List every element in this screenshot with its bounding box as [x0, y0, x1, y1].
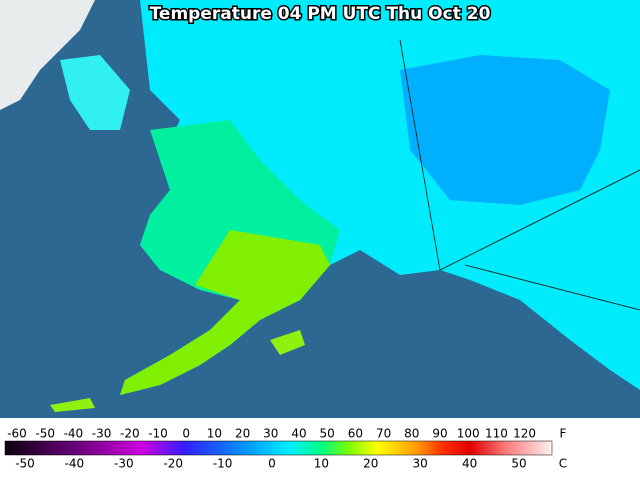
fahrenheit-tick: 30 [263, 427, 278, 441]
color-bar [4, 440, 553, 456]
fahrenheit-tick: -20 [120, 427, 140, 441]
unit-c: C [559, 457, 567, 471]
fahrenheit-tick: 90 [432, 427, 447, 441]
celsius-tick: -40 [65, 457, 85, 471]
fahrenheit-tick: 20 [235, 427, 250, 441]
russia [0, 0, 95, 110]
fahrenheit-tick: 10 [207, 427, 222, 441]
celsius-tick: -50 [15, 457, 35, 471]
fahrenheit-tick: 110 [485, 427, 508, 441]
border-lines [399, 39, 640, 311]
fahrenheit-tick: -60 [7, 427, 27, 441]
fahrenheit-tick: 70 [376, 427, 391, 441]
fahrenheit-tick: 50 [320, 427, 335, 441]
celsius-tick: 20 [363, 457, 378, 471]
fahrenheit-tick: 120 [513, 427, 536, 441]
celsius-tick: 30 [413, 457, 428, 471]
chukotka [60, 55, 130, 130]
celsius-tick: -30 [114, 457, 134, 471]
fahrenheit-tick: -10 [148, 427, 168, 441]
map-title: Temperature 04 PM UTC Thu Oct 20 [150, 4, 491, 24]
celsius-tick: 10 [314, 457, 329, 471]
unit-f: F [560, 427, 567, 441]
celsius-tick: -10 [213, 457, 233, 471]
fahrenheit-tick: -30 [92, 427, 112, 441]
fahrenheit-tick: 40 [291, 427, 306, 441]
celsius-tick: 50 [511, 457, 526, 471]
region-blue [400, 55, 610, 205]
region-yellow-green [120, 230, 330, 395]
fahrenheit-tick: 80 [404, 427, 419, 441]
celsius-tick: 0 [268, 457, 276, 471]
fahrenheit-tick: -40 [64, 427, 84, 441]
celsius-tick: 40 [462, 457, 477, 471]
fahrenheit-tick: 60 [348, 427, 363, 441]
fahrenheit-tick: 100 [457, 427, 480, 441]
fahrenheit-tick: 0 [182, 427, 190, 441]
celsius-tick: -20 [163, 457, 183, 471]
islands [50, 330, 305, 412]
fahrenheit-tick: -50 [35, 427, 55, 441]
